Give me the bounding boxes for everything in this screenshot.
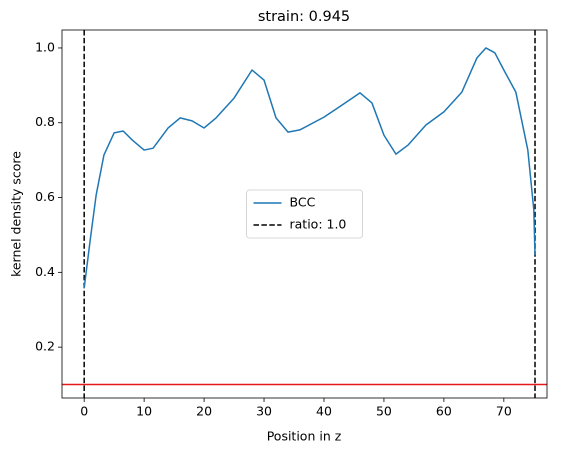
x-tick-label: 40 [316, 404, 332, 419]
axes-frame [61, 29, 548, 399]
y-tick-label: 0.4 [35, 264, 55, 279]
y-tick-label: 0.2 [35, 339, 55, 354]
x-tick-label: 20 [196, 404, 212, 419]
y-axis-label: kernel density score [9, 151, 24, 277]
line-series [83, 47, 536, 289]
y-tick-label: 0.8 [35, 114, 55, 129]
y-tick-label: 1.0 [35, 39, 55, 54]
legend-box [246, 189, 363, 239]
x-tick-label: 10 [136, 404, 152, 419]
x-axis-label: Position in z [267, 429, 342, 444]
legend-label: ratio: 1.0 [290, 217, 347, 232]
x-tick-label: 60 [436, 404, 452, 419]
x-tick-label: 0 [80, 404, 88, 419]
x-tick-label: 70 [496, 404, 512, 419]
chart-title: strain: 0.945 [258, 9, 350, 25]
x-tick-label: 30 [256, 404, 272, 419]
legend-label: BCC [290, 195, 316, 210]
y-tick-label: 0.6 [35, 189, 55, 204]
x-tick-label: 50 [376, 404, 392, 419]
